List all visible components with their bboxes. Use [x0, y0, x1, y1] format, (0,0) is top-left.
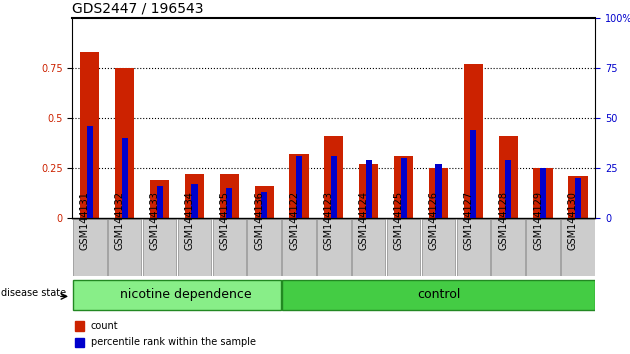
Text: GSM144134: GSM144134 [185, 191, 195, 250]
Text: GSM144123: GSM144123 [324, 191, 334, 250]
Text: GSM144131: GSM144131 [80, 191, 90, 250]
Bar [150, 180, 169, 218]
Bar [498, 136, 518, 218]
Text: GSM144133: GSM144133 [149, 191, 159, 250]
Text: GSM144126: GSM144126 [428, 191, 438, 250]
Bar [464, 64, 483, 218]
Text: GSM144128: GSM144128 [498, 191, 508, 250]
Bar [505, 160, 512, 218]
Bar [80, 52, 100, 218]
FancyBboxPatch shape [282, 219, 316, 276]
FancyBboxPatch shape [73, 219, 106, 276]
Bar [296, 156, 302, 218]
Bar [122, 138, 128, 218]
Text: GSM144130: GSM144130 [568, 191, 578, 250]
Bar [185, 174, 204, 218]
FancyBboxPatch shape [143, 219, 176, 276]
Bar [289, 154, 309, 218]
Text: GDS2447 / 196543: GDS2447 / 196543 [72, 1, 204, 15]
Text: GSM144122: GSM144122 [289, 191, 299, 250]
Text: percentile rank within the sample: percentile rank within the sample [91, 337, 256, 348]
Text: control: control [417, 288, 460, 301]
Bar [435, 164, 442, 218]
Bar [359, 164, 379, 218]
FancyBboxPatch shape [491, 219, 525, 276]
Bar [540, 168, 546, 218]
Bar [192, 184, 198, 218]
Bar [429, 168, 448, 218]
Bar [401, 158, 407, 218]
Bar [534, 168, 553, 218]
Text: GSM144129: GSM144129 [533, 191, 543, 250]
Bar [75, 338, 84, 347]
FancyBboxPatch shape [108, 219, 142, 276]
FancyBboxPatch shape [282, 280, 595, 310]
Text: nicotine dependence: nicotine dependence [120, 288, 251, 301]
Bar [87, 126, 93, 218]
FancyBboxPatch shape [457, 219, 490, 276]
Bar [115, 68, 134, 218]
FancyBboxPatch shape [526, 219, 560, 276]
Bar [470, 130, 476, 218]
FancyBboxPatch shape [421, 219, 455, 276]
FancyBboxPatch shape [248, 219, 281, 276]
FancyBboxPatch shape [178, 219, 211, 276]
Text: GSM144136: GSM144136 [254, 191, 264, 250]
Text: GSM144125: GSM144125 [394, 191, 404, 250]
FancyBboxPatch shape [73, 280, 281, 310]
Bar [220, 174, 239, 218]
Bar [324, 136, 343, 218]
Text: count: count [91, 321, 118, 331]
FancyBboxPatch shape [317, 219, 351, 276]
Text: GSM144132: GSM144132 [115, 191, 125, 250]
Bar [261, 192, 267, 218]
FancyBboxPatch shape [212, 219, 246, 276]
Text: GSM144127: GSM144127 [463, 191, 473, 250]
Text: GSM144135: GSM144135 [219, 191, 229, 250]
FancyBboxPatch shape [387, 219, 420, 276]
Text: disease state: disease state [1, 288, 67, 298]
Text: GSM144124: GSM144124 [358, 191, 369, 250]
Bar [394, 156, 413, 218]
Bar [568, 176, 588, 218]
FancyBboxPatch shape [561, 219, 595, 276]
Bar [331, 156, 337, 218]
Bar [226, 188, 232, 218]
Bar [75, 321, 84, 331]
Bar [156, 186, 163, 218]
FancyBboxPatch shape [352, 219, 386, 276]
Bar [575, 178, 581, 218]
Bar [255, 186, 274, 218]
Bar [365, 160, 372, 218]
